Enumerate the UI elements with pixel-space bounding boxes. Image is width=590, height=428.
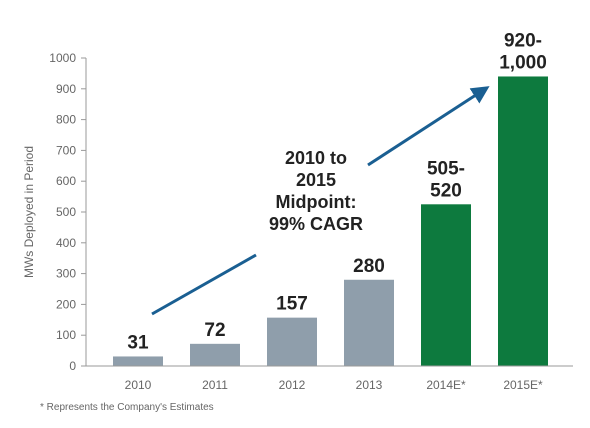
y-tick-label: 400	[56, 236, 76, 250]
y-tick-label: 700	[56, 143, 76, 157]
bars	[113, 76, 548, 366]
data-label: 505-	[427, 158, 465, 179]
data-label: 1,000	[499, 52, 547, 73]
x-tick-label: 2013	[356, 378, 383, 392]
bar-2010	[113, 356, 163, 366]
y-tick-label: 0	[69, 359, 76, 373]
footnote: * Represents the Company's Estimates	[40, 402, 214, 413]
data-label: 157	[276, 294, 308, 315]
x-tick-label: 2010	[125, 378, 152, 392]
cagr-arrow-tail	[151, 253, 257, 316]
y-tick-label: 200	[56, 297, 76, 311]
annotation-text: 2010 to	[285, 148, 347, 168]
data-label: 520	[430, 180, 462, 201]
data-labels: 31 72 157 280 505-520 920-1,000	[127, 30, 546, 353]
bar-2013	[344, 279, 394, 366]
bar-2015E	[498, 76, 548, 366]
x-tick-label: 2014E*	[426, 378, 466, 392]
annotation-text: Midpoint:	[276, 192, 357, 212]
bar-2012	[267, 317, 317, 366]
annotation-text: 99% CAGR	[269, 214, 363, 234]
y-axis: 0 100 200 300 400 500 600 700 800 900 1000 MWs Depl…	[22, 51, 87, 373]
data-label: 280	[353, 256, 385, 277]
bar-2014E	[421, 204, 471, 366]
x-tick-label: 2015E*	[503, 378, 543, 392]
y-tick-label: 100	[56, 328, 76, 342]
y-tick-label: 1000	[49, 51, 76, 65]
annotation-text: 2015	[296, 170, 336, 190]
y-axis-label: MWs Deployed in Period	[22, 146, 36, 278]
data-label: 31	[127, 332, 149, 353]
x-tick-label: 2012	[279, 378, 306, 392]
y-tick-label: 500	[56, 205, 76, 219]
data-label: 72	[204, 320, 225, 341]
y-tick-label: 300	[56, 267, 76, 281]
y-tick-label: 600	[56, 174, 76, 188]
x-tick-label: 2011	[202, 378, 228, 392]
bar-2011	[190, 343, 240, 366]
cagr-arrow	[367, 86, 490, 167]
y-tick-label: 800	[56, 113, 76, 127]
data-label: 920-	[504, 30, 542, 51]
y-tick-label: 900	[56, 82, 76, 96]
x-axis: 2010 2011 2012 2013 2014E* 2015E*	[86, 365, 573, 392]
